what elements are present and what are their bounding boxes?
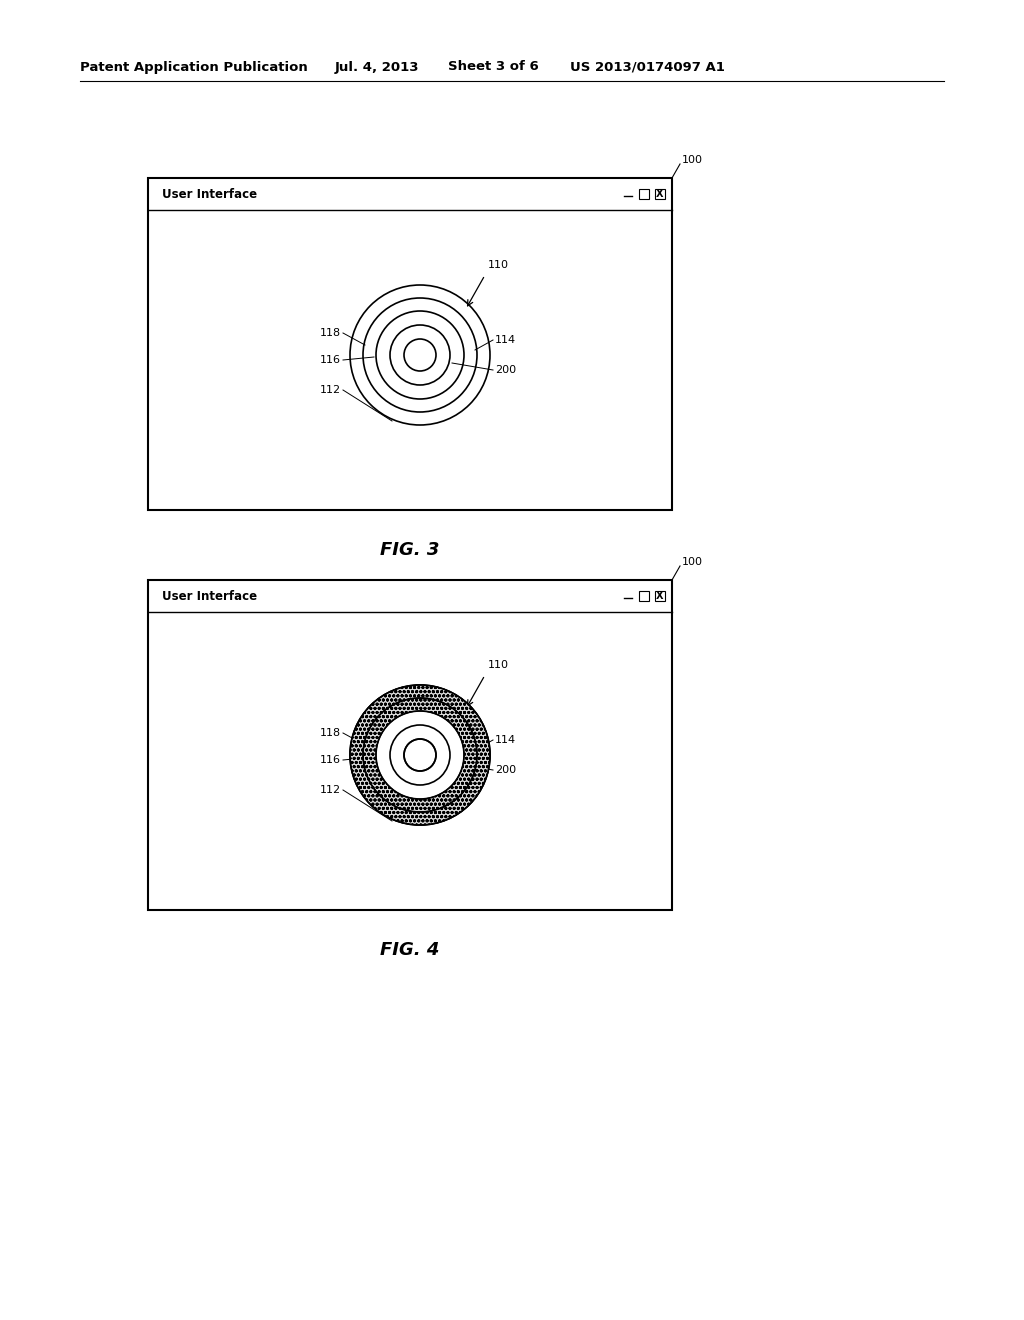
Text: 200: 200 [495, 766, 516, 775]
Circle shape [390, 725, 450, 785]
Text: 114: 114 [495, 335, 516, 345]
Text: 110: 110 [488, 260, 509, 271]
Text: 200: 200 [495, 366, 516, 375]
Text: FIG. 4: FIG. 4 [380, 941, 439, 960]
Circle shape [376, 711, 464, 799]
Bar [655, 189, 665, 199]
Bar [639, 591, 649, 601]
Text: 110: 110 [488, 660, 509, 671]
Text: User Interface: User Interface [162, 590, 257, 602]
Text: Patent Application Publication: Patent Application Publication [80, 61, 308, 74]
Text: 116: 116 [319, 755, 341, 766]
Text: X: X [656, 591, 664, 601]
Bar [148, 579, 672, 909]
Text: 116: 116 [319, 355, 341, 366]
Text: 112: 112 [319, 785, 341, 795]
Text: X: X [656, 189, 664, 199]
Text: 112: 112 [319, 385, 341, 395]
Circle shape [362, 698, 477, 812]
Bar [639, 189, 649, 199]
Text: Jul. 4, 2013: Jul. 4, 2013 [335, 61, 420, 74]
Text: 100: 100 [682, 154, 703, 165]
Circle shape [404, 739, 436, 771]
Text: 100: 100 [682, 557, 703, 568]
Text: Sheet 3 of 6: Sheet 3 of 6 [449, 61, 539, 74]
Bar [148, 178, 672, 510]
Text: User Interface: User Interface [162, 187, 257, 201]
Text: 118: 118 [319, 729, 341, 738]
Circle shape [350, 685, 490, 825]
Bar [655, 591, 665, 601]
Text: 118: 118 [319, 327, 341, 338]
Text: FIG. 3: FIG. 3 [380, 541, 439, 558]
Text: US 2013/0174097 A1: US 2013/0174097 A1 [570, 61, 725, 74]
Text: 114: 114 [495, 735, 516, 744]
